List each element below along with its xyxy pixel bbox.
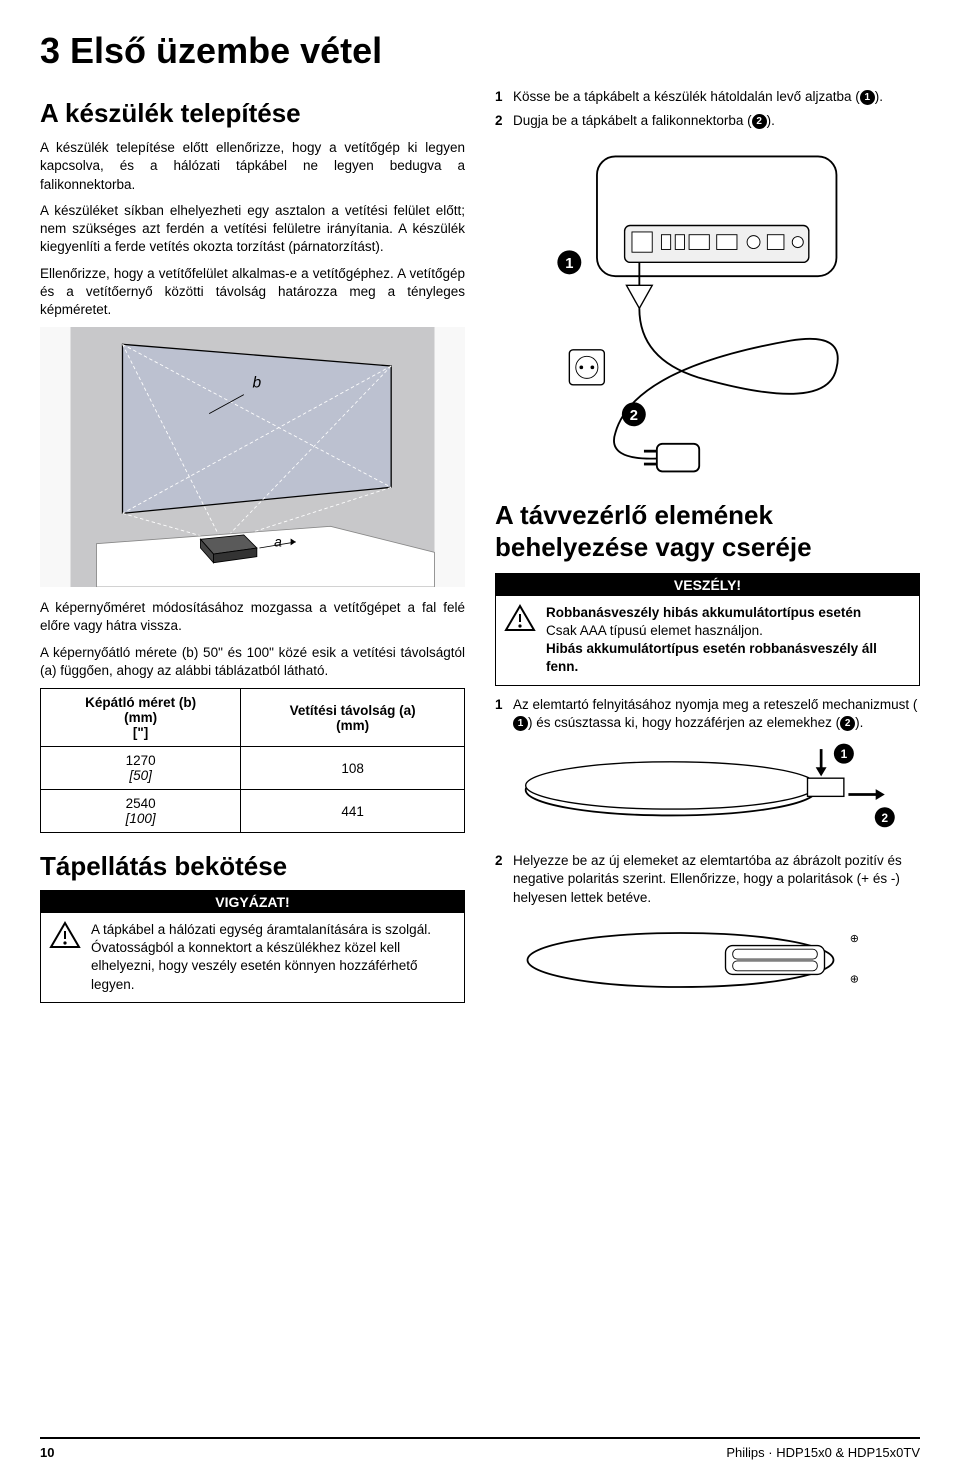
danger-subtitle: Robbanásveszély hibás akkumulátortípus e…	[546, 604, 911, 622]
section-title-remote: A távvezérlő elemének behelyezése vagy c…	[495, 500, 920, 562]
table-row: 2540 [100] 441	[41, 790, 465, 833]
numbered-step: 1 Az elemtartó felnyitásához nyomja meg …	[495, 696, 920, 732]
numbered-step: 2 Dugja be a tápkábelt a falikonnektorba…	[495, 112, 920, 130]
projection-diagram: b a	[40, 327, 465, 587]
right-column: 1 Kösse be a tápkábelt a készülék hátold…	[495, 88, 920, 1017]
svg-text:b: b	[253, 375, 262, 392]
svg-text:1: 1	[565, 256, 573, 272]
table-cell: 441	[241, 790, 465, 833]
footer-brand: Philips · HDP15x0 & HDP15x0TV	[726, 1445, 920, 1460]
paragraph: Ellenőrizze, hogy a vetítőfelület alkalm…	[40, 265, 465, 320]
section-title-power: Tápellátás bekötése	[40, 851, 465, 882]
danger-title: VESZÉLY!	[496, 574, 919, 596]
remote-open-diagram: 1 2	[495, 740, 920, 840]
circled-2-icon: 2	[752, 114, 767, 129]
svg-text:a: a	[274, 533, 282, 549]
projection-distance-table: Képátló méret (b) (mm) ["] Vetítési távo…	[40, 688, 465, 833]
warning-icon	[504, 604, 536, 632]
circled-1-icon: 1	[513, 716, 528, 731]
circled-1-icon: 1	[860, 90, 875, 105]
page-number: 10	[40, 1445, 54, 1460]
two-column-layout: A készülék telepítése A készülék telepít…	[40, 88, 920, 1017]
svg-text:2: 2	[881, 811, 888, 825]
danger-text: Csak AAA típusú elemet használjon.	[546, 622, 911, 640]
page-footer: 10 Philips · HDP15x0 & HDP15x0TV	[40, 1437, 920, 1460]
danger-box: VESZÉLY! Robbanásveszély hibás akkumulát…	[495, 573, 920, 686]
chapter-title: 3 Első üzembe vétel	[40, 30, 920, 72]
table-cell: 1270 [50]	[41, 747, 241, 790]
power-connection-diagram: 1 2	[495, 138, 920, 488]
table-header-row: Képátló méret (b) (mm) ["] Vetítési távo…	[41, 689, 465, 747]
caution-box: VIGYÁZAT! A tápkábel a hálózati egység á…	[40, 890, 465, 1003]
paragraph: A képernyőátló mérete (b) 50" és 100" kö…	[40, 644, 465, 680]
numbered-step: 1 Kösse be a tápkábelt a készülék hátold…	[495, 88, 920, 106]
numbered-step: 2 Helyezze be az új elemeket az elemtart…	[495, 852, 920, 907]
remote-batteries-diagram: ⊕ ⊕	[495, 915, 920, 1005]
svg-text:1: 1	[841, 747, 848, 761]
danger-text: Hibás akkumulátortípus esetén robbanásve…	[546, 640, 911, 676]
paragraph: A készüléket síkban elhelyezheti egy asz…	[40, 202, 465, 257]
caution-title: VIGYÁZAT!	[41, 891, 464, 913]
svg-text:2: 2	[630, 408, 638, 424]
circled-2-icon: 2	[840, 716, 855, 731]
section-title-setup: A készülék telepítése	[40, 98, 465, 129]
paragraph: A készülék telepítése előtt ellenőrizze,…	[40, 139, 465, 194]
warning-icon	[49, 921, 81, 949]
table-header: Képátló méret (b) (mm) ["]	[41, 689, 241, 747]
table-row: 1270 [50] 108	[41, 747, 465, 790]
table-header: Vetítési távolság (a) (mm)	[241, 689, 465, 747]
paragraph: A képernyőméret módosításához mozgassa a…	[40, 599, 465, 635]
table-cell: 108	[241, 747, 465, 790]
svg-text:⊕: ⊕	[850, 973, 859, 985]
table-cell: 2540 [100]	[41, 790, 241, 833]
svg-text:⊕: ⊕	[850, 933, 859, 945]
left-column: A készülék telepítése A készülék telepít…	[40, 88, 465, 1017]
caution-text: A tápkábel a hálózati egység áramtalanít…	[91, 921, 456, 994]
